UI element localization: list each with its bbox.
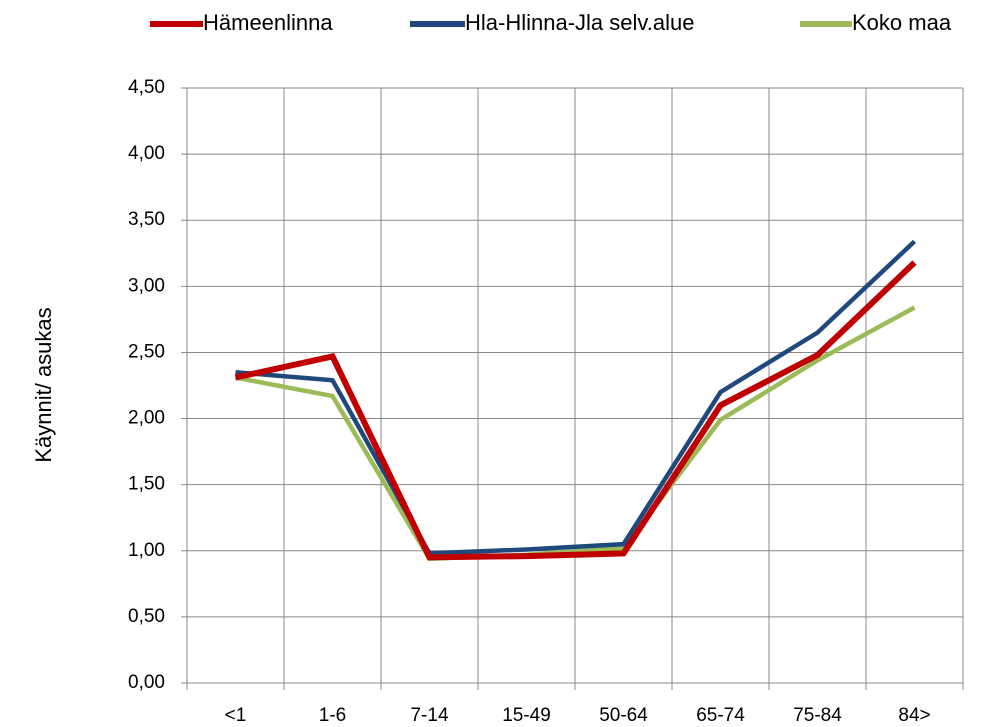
y-tick-label: 2,50 bbox=[128, 341, 165, 362]
x-tick-label: 65-74 bbox=[696, 705, 745, 726]
y-tick-label: 0,50 bbox=[128, 606, 165, 627]
x-tick-label: <1 bbox=[225, 705, 247, 726]
y-tick-label: 3,00 bbox=[128, 275, 165, 296]
legend-text: Hämeenlinna bbox=[203, 10, 333, 35]
x-tick-label: 50-64 bbox=[599, 705, 648, 726]
x-tick-label: 7-14 bbox=[410, 705, 448, 726]
y-tick-label: 2,00 bbox=[128, 408, 165, 429]
y-tick-label: 1,00 bbox=[128, 540, 165, 561]
y-tick-label: 1,50 bbox=[128, 474, 165, 495]
series-line bbox=[235, 239, 917, 556]
y-tick-label: 4,50 bbox=[128, 77, 165, 98]
x-tick-label: 1-6 bbox=[319, 705, 346, 726]
x-tick-label: 15-49 bbox=[502, 705, 551, 726]
y-tick-label: 0,00 bbox=[128, 672, 165, 693]
series-line bbox=[234, 260, 917, 561]
x-tick-label: 75-84 bbox=[793, 705, 842, 726]
legend-text: Koko maa bbox=[852, 10, 952, 35]
y-axis-label: Käynnit/ asukas bbox=[31, 307, 56, 462]
series-line bbox=[235, 305, 916, 562]
legend-text: Hla-Hlinna-Jla selv.alue bbox=[465, 10, 694, 35]
x-tick-label: 84> bbox=[898, 705, 930, 726]
y-tick-label: 4,00 bbox=[128, 143, 165, 164]
y-tick-label: 3,50 bbox=[128, 209, 165, 230]
